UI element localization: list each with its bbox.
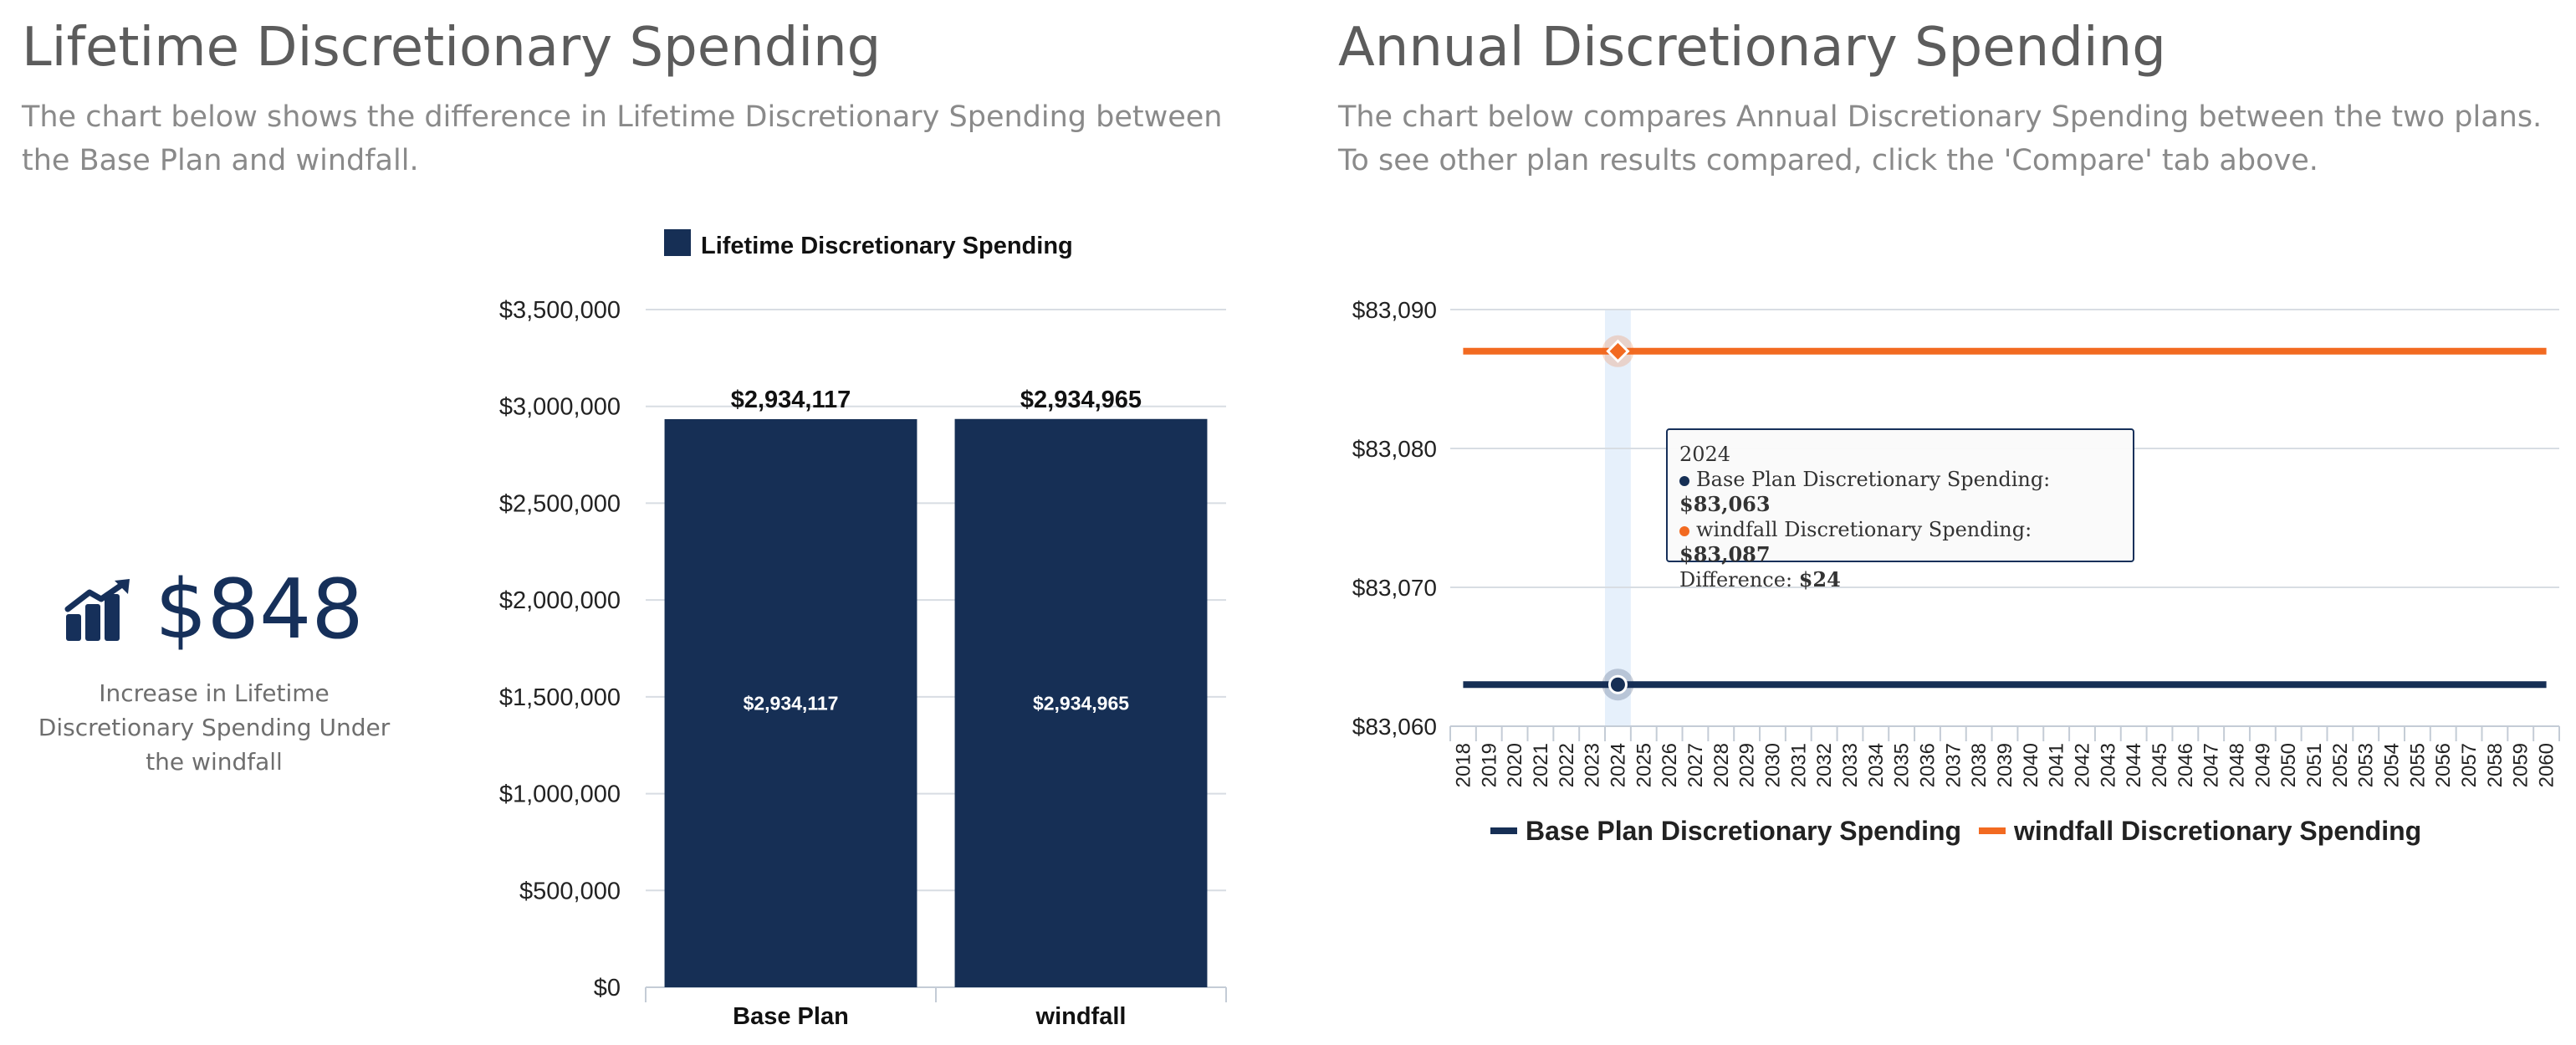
bar-y-tick-label: $1,500,000 bbox=[499, 684, 621, 711]
bar-inner-label: $2,934,965 bbox=[1033, 692, 1129, 714]
bar bbox=[664, 418, 917, 987]
lifetime-increase-kpi: $848 Increase in Lifetime Discretionary … bbox=[22, 569, 406, 779]
hover-highlight-band bbox=[1605, 310, 1631, 726]
bar-category-label: Base Plan bbox=[733, 1003, 849, 1030]
tooltip-difference-label: Difference: bbox=[1679, 568, 1793, 592]
line-x-tick-label: 2055 bbox=[2406, 743, 2429, 787]
line-x-tick-label: 2029 bbox=[1736, 743, 1759, 787]
bar-y-tick-label: $500,000 bbox=[519, 878, 621, 904]
tooltip-base-value: $83,063 bbox=[1679, 492, 1771, 516]
line-x-tick-label: 2043 bbox=[2097, 743, 2119, 787]
tooltip-base-row: Base Plan Discretionary Spending: $83,06… bbox=[1679, 467, 2121, 517]
line-x-tick-label: 2023 bbox=[1582, 743, 1604, 787]
line-x-tick-label: 2026 bbox=[1659, 743, 1681, 787]
chart-growth-icon bbox=[64, 579, 130, 641]
annual-panel-description: The chart below compares Annual Discreti… bbox=[1338, 100, 2543, 177]
tooltip-difference-row: Difference: $24 bbox=[1679, 567, 2121, 592]
line-x-tick-label: 2046 bbox=[2175, 743, 2197, 787]
line-x-tick-label: 2018 bbox=[1452, 743, 1475, 787]
line-y-tick-label: $83,060 bbox=[1352, 714, 1437, 740]
line-x-tick-label: 2028 bbox=[1710, 743, 1733, 787]
tooltip-windfall-label: windfall Discretionary Spending: bbox=[1696, 518, 2032, 541]
line-x-tick-label: 2031 bbox=[1787, 743, 1810, 787]
line-x-tick-label: 2049 bbox=[2251, 743, 2274, 787]
line-x-tick-label: 2060 bbox=[2536, 743, 2558, 787]
line-x-tick-label: 2030 bbox=[1761, 743, 1784, 787]
line-x-tick-label: 2057 bbox=[2458, 743, 2481, 787]
line-x-tick-label: 2032 bbox=[1813, 743, 1836, 787]
tooltip-base-label: Base Plan Discretionary Spending: bbox=[1696, 468, 2051, 491]
line-x-tick-label: 2025 bbox=[1633, 743, 1655, 787]
bar-y-tick-label: $3,000,000 bbox=[499, 394, 621, 421]
line-x-tick-label: 2058 bbox=[2484, 743, 2507, 787]
bar-legend-label: Lifetime Discretionary Spending bbox=[701, 233, 1073, 259]
line-y-tick-label: $83,080 bbox=[1352, 436, 1437, 462]
line-x-tick-label: 2052 bbox=[2329, 743, 2352, 787]
base-legend-label: Base Plan Discretionary Spending bbox=[1526, 816, 1961, 846]
windfall-legend-swatch bbox=[1979, 827, 2006, 834]
line-x-tick-label: 2053 bbox=[2355, 743, 2378, 787]
kpi-value: $848 bbox=[155, 562, 364, 658]
tooltip-difference-value: $24 bbox=[1798, 567, 1841, 592]
line-x-tick-label: 2036 bbox=[1916, 743, 1939, 787]
lifetime-panel-title: Lifetime Discretionary Spending bbox=[22, 17, 882, 79]
line-x-tick-label: 2024 bbox=[1607, 743, 1629, 787]
line-x-tick-label: 2051 bbox=[2303, 743, 2326, 787]
bar-y-tick-label: $1,000,000 bbox=[499, 781, 621, 808]
base-legend-swatch bbox=[1490, 827, 1517, 834]
base-hover-marker bbox=[1607, 674, 1628, 694]
line-x-tick-label: 2035 bbox=[1891, 743, 1914, 787]
bar-legend-swatch bbox=[664, 229, 691, 256]
bar-y-tick-label: $2,000,000 bbox=[499, 587, 621, 614]
line-x-tick-label: 2050 bbox=[2277, 743, 2300, 787]
line-x-tick-label: 2054 bbox=[2381, 743, 2404, 787]
base-dot-icon bbox=[1679, 475, 1689, 486]
kpi-caption: Increase in Lifetime Discretionary Spend… bbox=[38, 679, 391, 776]
bar-inner-label: $2,934,117 bbox=[744, 692, 839, 714]
line-x-tick-label: 2045 bbox=[2149, 743, 2171, 787]
bar-value-label: $2,934,965 bbox=[1020, 387, 1142, 413]
windfall-hover-marker bbox=[1606, 339, 1630, 363]
annual-panel-title: Annual Discretionary Spending bbox=[1338, 17, 2166, 79]
lifetime-panel-description: The chart below shows the difference in … bbox=[22, 100, 1223, 177]
bar-y-tick-label: $2,500,000 bbox=[499, 490, 621, 517]
line-x-tick-label: 2042 bbox=[2072, 743, 2094, 787]
line-x-tick-label: 2047 bbox=[2200, 743, 2223, 787]
line-x-tick-label: 2038 bbox=[1968, 743, 1991, 787]
line-x-tick-label: 2021 bbox=[1530, 743, 1552, 787]
line-x-tick-label: 2034 bbox=[1865, 743, 1888, 787]
line-x-tick-label: 2059 bbox=[2510, 743, 2533, 787]
bar-value-label: $2,934,117 bbox=[731, 387, 851, 413]
tooltip-windfall-row: windfall Discretionary Spending: $83,087 bbox=[1679, 517, 2121, 567]
line-x-tick-label: 2044 bbox=[2123, 743, 2145, 787]
line-x-tick-label: 2056 bbox=[2432, 743, 2455, 787]
line-x-tick-label: 2022 bbox=[1556, 743, 1578, 787]
tooltip-year: 2024 bbox=[1679, 443, 1731, 466]
line-x-tick-label: 2019 bbox=[1478, 743, 1500, 787]
windfall-dot-icon bbox=[1679, 525, 1689, 536]
bar bbox=[954, 418, 1208, 987]
bar-y-tick-label: $0 bbox=[594, 975, 621, 1001]
line-x-tick-label: 2041 bbox=[2046, 743, 2068, 787]
line-x-tick-label: 2037 bbox=[1942, 743, 1965, 787]
line-x-tick-label: 2027 bbox=[1684, 743, 1707, 787]
bar-y-tick-label: $3,500,000 bbox=[499, 297, 621, 324]
line-x-tick-label: 2033 bbox=[1839, 743, 1862, 787]
line-x-tick-label: 2048 bbox=[2226, 743, 2249, 787]
line-x-tick-label: 2040 bbox=[2020, 743, 2042, 787]
lifetime-bar-chart: $0 $500,000 $1,000,000 $1,500,000 $2,000,000… bbox=[499, 229, 1227, 1030]
line-x-tick-label: 2020 bbox=[1504, 743, 1526, 787]
tooltip-windfall-value: $83,087 bbox=[1679, 542, 1771, 566]
windfall-legend-label: windfall Discretionary Spending bbox=[2013, 816, 2421, 846]
line-y-tick-label: $83,070 bbox=[1352, 575, 1437, 601]
chart-tooltip: 2024 Base Plan Discretionary Spending: $… bbox=[1666, 428, 2134, 592]
annual-line-chart: $83,060 $83,070 $83,080 $83,090 2018 2019 2020… bbox=[1352, 297, 2560, 846]
line-x-tick-label: 2039 bbox=[1994, 743, 2016, 787]
line-y-tick-label: $83,090 bbox=[1352, 297, 1437, 323]
bar-category-label: windfall bbox=[1035, 1003, 1127, 1030]
